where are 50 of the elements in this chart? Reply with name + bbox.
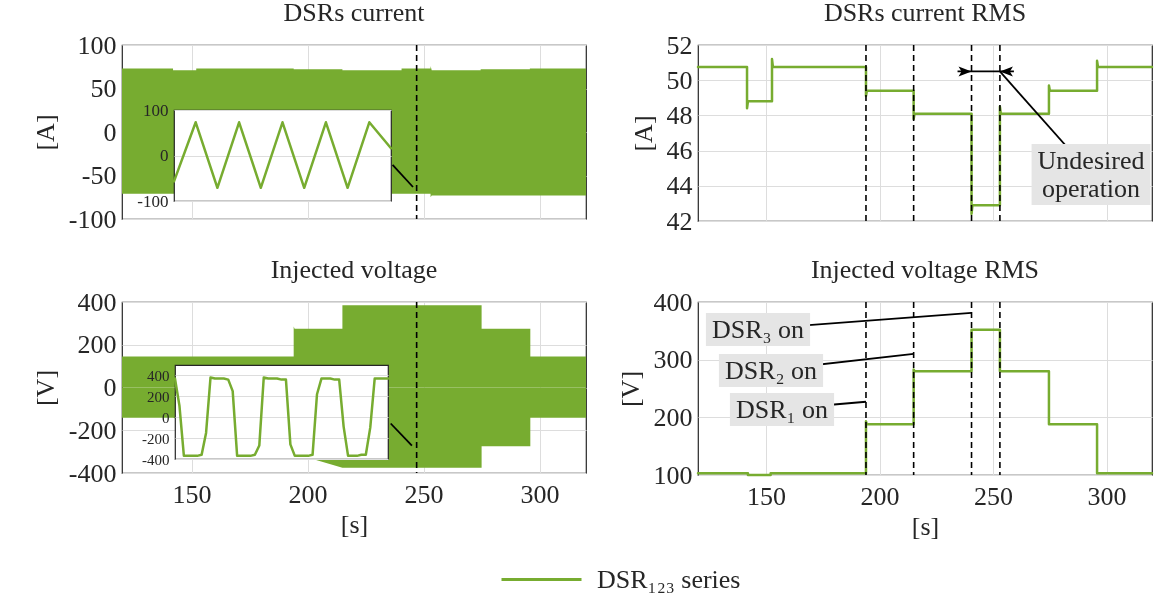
x-tick-label: 150	[172, 479, 212, 509]
annotation: DSR₂ on	[724, 356, 818, 385]
x-tick-label: 250	[974, 481, 1014, 511]
y-tick-label: -100	[68, 204, 117, 234]
x-tick-label: 250	[404, 479, 444, 509]
y-tick-label: 0	[160, 146, 169, 165]
y-tick-label: 44	[666, 171, 693, 201]
chart-title: DSRs current	[283, 0, 426, 27]
y-tick-label: -50	[81, 161, 117, 190]
y-tick-label: 46	[666, 136, 693, 166]
y-tick-label: 200	[147, 388, 170, 405]
y-tick-label: -200	[68, 415, 117, 445]
y-tick-label: 0	[103, 117, 117, 147]
y-tick-label: -200	[142, 430, 170, 447]
annotation: DSR₃ on	[711, 315, 805, 344]
y-tick-label: -100	[137, 191, 169, 211]
y-tick-label: 50	[666, 65, 693, 95]
y-tick-label: 200	[77, 330, 117, 360]
y-tick-label: -400	[142, 451, 170, 468]
x-axis-title: [s]	[340, 509, 369, 539]
y-tick-label: 100	[143, 100, 169, 120]
annotation: Undesired operation	[1037, 146, 1145, 203]
y-tick-label: 300	[653, 345, 693, 375]
x-tick-label: 300	[1087, 481, 1127, 511]
y-axis-title: [A]	[30, 114, 60, 151]
y-tick-label: 48	[666, 100, 693, 130]
y-tick-label: 100	[653, 460, 693, 490]
y-tick-label: 400	[77, 287, 117, 317]
y-tick-label: 50	[90, 74, 117, 103]
y-tick-label: 52	[666, 30, 693, 60]
y-tick-label: 200	[653, 402, 693, 432]
x-tick-label: 300	[520, 479, 560, 509]
y-tick-label: 400	[653, 287, 693, 317]
chart-title: DSRs current RMS	[823, 0, 1027, 27]
y-axis-title: [A]	[628, 115, 658, 152]
y-axis-title: [V]	[30, 369, 60, 407]
chart-title: Injected voltage RMS	[810, 255, 1040, 284]
y-axis-title: [V]	[615, 370, 645, 408]
legend-label: DSR₁₂₃ series	[597, 564, 741, 594]
y-tick-label: 0	[103, 373, 117, 402]
x-tick-label: 200	[288, 479, 328, 509]
chart-title: Injected voltage	[270, 255, 438, 284]
y-tick-label: 42	[666, 206, 693, 236]
annotation: DSR₁ on	[735, 395, 829, 424]
x-axis-title: [s]	[911, 511, 940, 541]
y-tick-label: 400	[147, 367, 170, 384]
y-tick-label: -400	[68, 458, 117, 488]
x-tick-label: 200	[860, 481, 900, 511]
y-tick-label: 100	[77, 30, 117, 60]
x-tick-label: 150	[747, 481, 787, 511]
